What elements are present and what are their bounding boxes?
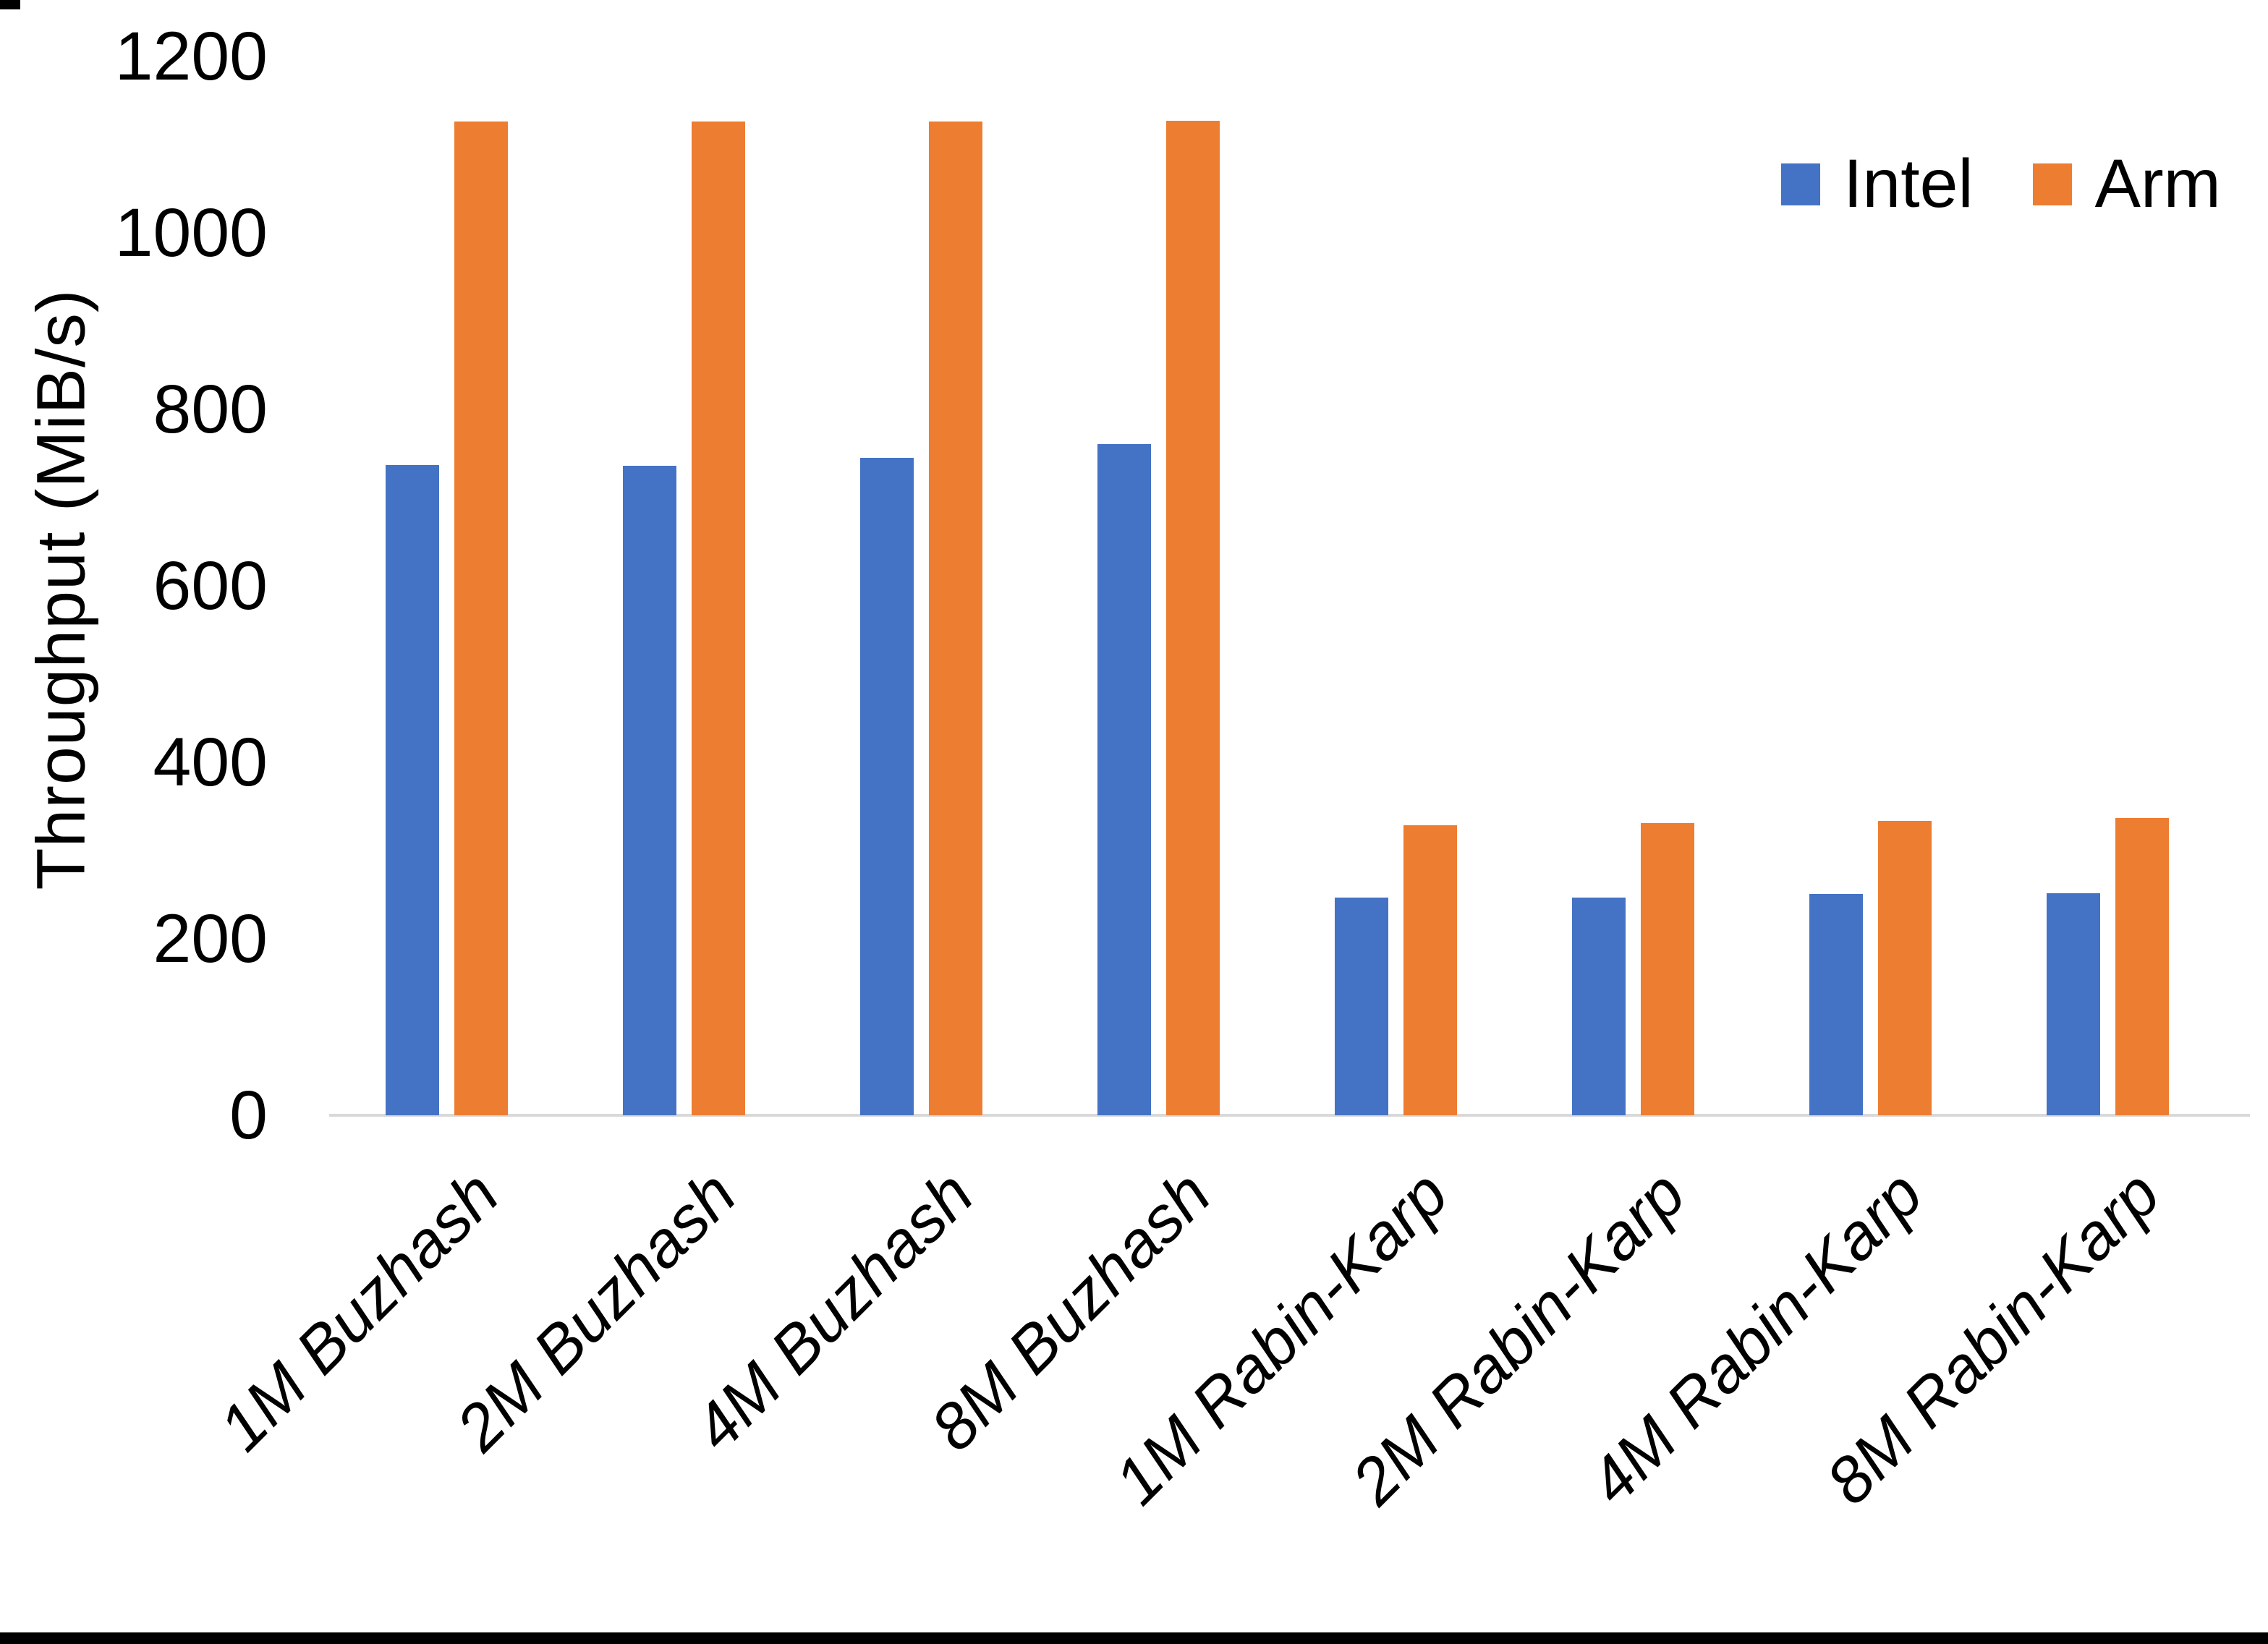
bar-arm-8m-buzhash <box>1166 121 1220 1115</box>
legend-label-arm: Arm <box>2094 145 2221 222</box>
y-tick-label-600: 600 <box>153 548 268 624</box>
y-tick-label-800: 800 <box>153 371 268 448</box>
legend-swatch-intel <box>1781 163 1820 205</box>
bar-intel-1m-buzhash <box>386 465 439 1115</box>
y-tick-label-1000: 1000 <box>114 195 268 271</box>
bar-intel-1m-rabin-karp <box>1335 898 1388 1115</box>
bar-arm-4m-rabin-karp <box>1878 821 1932 1115</box>
bar-intel-8m-rabin-karp <box>2047 893 2100 1115</box>
bar-arm-2m-rabin-karp <box>1641 823 1694 1115</box>
legend: Intel Arm <box>1781 145 2221 223</box>
legend-label-intel: Intel <box>1843 145 1974 222</box>
legend-item-intel: Intel <box>1781 145 1974 223</box>
y-tick-label-400: 400 <box>153 724 268 801</box>
bar-intel-8m-buzhash <box>1097 444 1151 1115</box>
bar-intel-4m-buzhash <box>860 458 914 1115</box>
bar-intel-2m-buzhash <box>623 466 676 1115</box>
legend-item-arm: Arm <box>2032 145 2221 223</box>
y-tick-label-1200: 1200 <box>114 18 268 95</box>
bar-arm-1m-buzhash <box>454 122 508 1115</box>
bar-intel-4m-rabin-karp <box>1809 894 1863 1115</box>
x-axis-line <box>329 1114 2250 1117</box>
bar-arm-1m-rabin-karp <box>1403 825 1457 1115</box>
bar-arm-2m-buzhash <box>692 122 745 1115</box>
y-tick-label-0: 0 <box>229 1077 268 1154</box>
y-tick-label-200: 200 <box>153 900 268 977</box>
bar-intel-2m-rabin-karp <box>1572 898 1626 1115</box>
bar-arm-8m-rabin-karp <box>2115 818 2169 1115</box>
bottom-border <box>0 1632 2268 1644</box>
crop-artifact-top-left <box>0 0 20 9</box>
bar-arm-4m-buzhash <box>929 122 982 1115</box>
legend-swatch-arm <box>2032 163 2072 205</box>
